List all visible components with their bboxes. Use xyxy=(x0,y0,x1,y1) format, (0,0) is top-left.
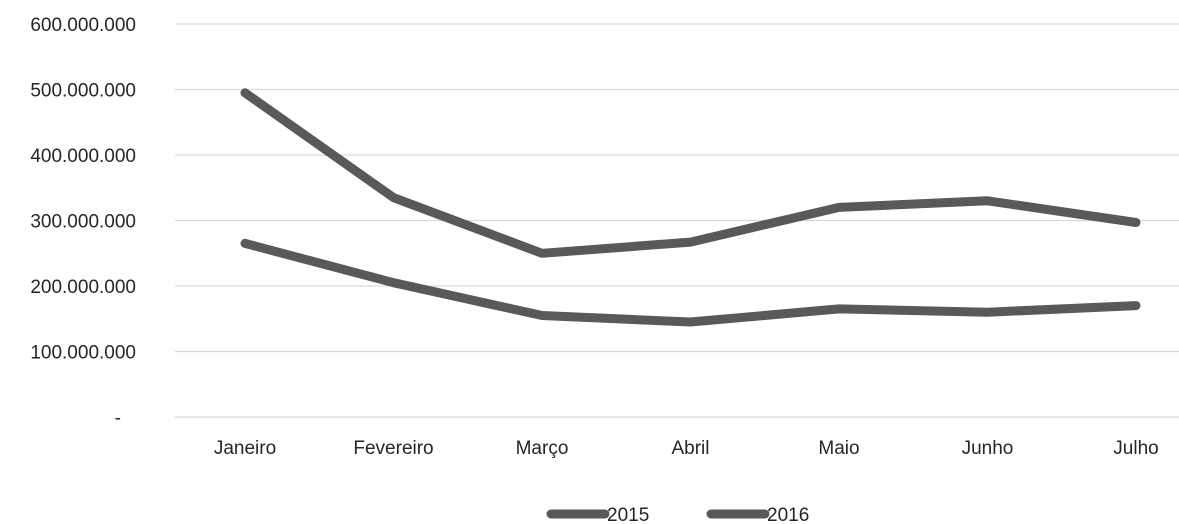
legend-label-2015: 2015 xyxy=(607,505,649,524)
x-tick-label: Maio xyxy=(818,438,859,459)
y-tick-label: 500.000.000 xyxy=(30,81,136,102)
legend: 2015 2016 xyxy=(546,505,809,524)
x-tick-label: Abril xyxy=(671,438,709,459)
y-tick-label: 400.000.000 xyxy=(30,146,136,167)
x-tick-label: Janeiro xyxy=(214,438,276,459)
y-tick-label: 200.000.000 xyxy=(30,277,136,298)
y-tick-label: 600.000.000 xyxy=(30,15,136,36)
x-tick-label: Julho xyxy=(1113,438,1158,459)
x-tick-label: Fevereiro xyxy=(353,438,433,459)
x-axis-tick-labels: Janeiro Fevereiro Março Abril Maio Junho Julho xyxy=(214,438,1159,459)
series-lines xyxy=(240,88,1141,327)
y-tick-label: - xyxy=(115,408,121,429)
series-line-2015 xyxy=(240,238,1141,327)
y-axis-tick-labels: - 100.000.000 200.000.000 300.000.000 400.00… xyxy=(30,15,136,429)
x-tick-label: Junho xyxy=(962,438,1014,459)
gridlines xyxy=(175,23,1179,418)
y-tick-label: 100.000.000 xyxy=(30,343,136,364)
y-tick-label: 300.000.000 xyxy=(30,212,136,233)
x-tick-label: Março xyxy=(516,438,569,459)
series-line-2016 xyxy=(240,88,1141,258)
legend-label-2016: 2016 xyxy=(767,505,809,524)
